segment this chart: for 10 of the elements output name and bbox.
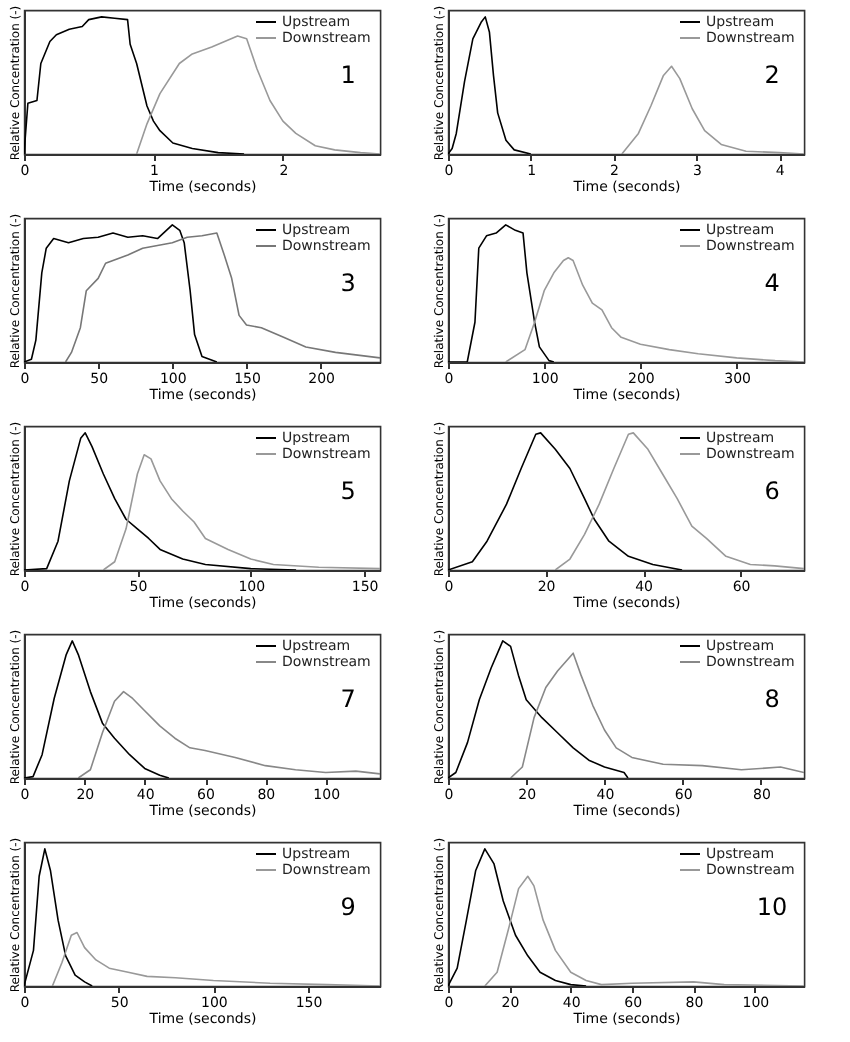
annotation: 1 [340,60,356,89]
annotation: 6 [764,476,780,505]
annotation: 8 [764,684,780,713]
annotation: 5 [340,476,356,505]
annotation: 3 [340,268,356,297]
annotation: 2 [764,60,780,89]
annotation: 10 [756,892,788,921]
annotation: 7 [340,684,356,713]
annotation: 9 [340,892,356,921]
annotation: 4 [764,268,780,297]
